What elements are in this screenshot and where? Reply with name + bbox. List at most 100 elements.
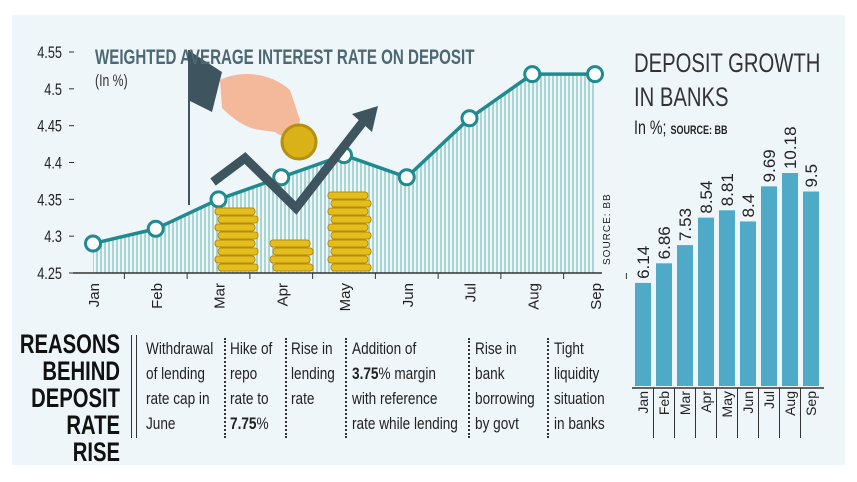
bar-value-label: 8.4 (739, 194, 758, 218)
bar-value-label: 8.54 (697, 181, 716, 214)
y-tick-label: 4.25 (37, 264, 62, 283)
dotted-separator (224, 338, 226, 438)
interest-rate-line-chart: 4.55 4.5 4.45 4.4 4.35 4.3 4.25 Jan Feb Mar Apr May… (37, 43, 627, 312)
y-tick-label: 4.45 (37, 117, 62, 136)
y-tick-label: 4.35 (37, 191, 62, 210)
coin (217, 247, 259, 256)
bar (635, 282, 651, 386)
x-tick-label: Aug (525, 283, 542, 310)
deposit-growth-bar-chart: 6.14 Jan 6.86 Feb 7.53 Mar 8.54 Apr 8.81 May 8.4 Ju… (632, 126, 824, 438)
bar-value-label: 6.86 (655, 226, 674, 259)
reasons-heading: REASONS BEHIND DEPOSIT RATE RISE (19, 329, 120, 467)
decor-illustration (188, 50, 378, 272)
line-chart-unit: (In %) (95, 71, 128, 90)
reason-item: Rise in bank borrowing by govt (475, 339, 535, 433)
dotted-separator (547, 338, 549, 438)
bar (698, 217, 714, 386)
coin (327, 191, 369, 200)
x-tick-label: Aug (782, 391, 798, 416)
bar-chart-subtitle: In %; SOURCE: BB (634, 118, 728, 139)
x-tick-label: Jan (635, 391, 651, 414)
coin (330, 247, 372, 256)
x-tick-label: Jul (463, 283, 480, 302)
data-point (146, 219, 165, 238)
x-tick-label: Mar (677, 391, 693, 415)
coin (217, 231, 259, 240)
bar-value-label: 10.18 (781, 126, 800, 169)
coin (330, 215, 372, 224)
data-point (586, 65, 604, 84)
coin (330, 231, 372, 240)
y-tick-label: 4.4 (44, 154, 62, 173)
coin (214, 255, 256, 264)
bar (719, 210, 735, 386)
dotted-separator (468, 338, 470, 438)
bar-value-label: 9.69 (760, 149, 779, 182)
coin (327, 239, 369, 248)
coin (214, 207, 256, 216)
line-chart-title: WEIGHTED AVERAGE INTEREST RATE ON DEPOSI… (95, 46, 475, 90)
coin (327, 207, 369, 216)
bar-value-label: 7.53 (676, 208, 695, 241)
coin-icon (280, 123, 318, 161)
double-divider (131, 335, 137, 438)
data-point (84, 234, 102, 253)
bar (677, 245, 693, 386)
x-tick-label: Mar (212, 283, 229, 309)
bar (740, 221, 756, 386)
trend-arrow-icon (210, 115, 370, 215)
coin (330, 199, 372, 208)
data-point (209, 190, 228, 209)
y-tick-label: 4.55 (37, 43, 62, 62)
bar-chart-title: DEPOSIT GROWTH IN BANKS (634, 48, 821, 112)
dotted-separator (285, 338, 287, 438)
data-point (272, 168, 291, 187)
coin (327, 255, 369, 264)
x-tick-label: Jun (740, 391, 756, 414)
bar-value-label: 6.14 (634, 246, 653, 279)
reason-item: Rise in lending rate (291, 339, 335, 408)
coin (214, 223, 256, 232)
y-tick-label: 4.5 (44, 80, 62, 99)
x-tick-label: Sep (803, 391, 819, 416)
x-tick-label: Feb (149, 283, 166, 309)
coin (217, 215, 259, 224)
x-tick-label: Apr (698, 391, 714, 413)
coin (330, 263, 372, 272)
bar (656, 263, 672, 386)
hand-icon (220, 74, 300, 136)
bar-value-label: 8.81 (718, 173, 737, 206)
data-point (397, 168, 416, 187)
x-tick-label: Sep (588, 283, 605, 310)
reason-item: Addition of 3.75% margin with reference rat… (352, 339, 458, 433)
coin (214, 239, 256, 248)
source-label: SOURCE: BB (602, 193, 613, 265)
bar (782, 173, 798, 386)
y-tick-label: 4.3 (44, 227, 62, 246)
x-tick-label: Jan (86, 283, 103, 307)
coin (217, 263, 259, 272)
data-point (460, 109, 479, 128)
x-tick-label: Jun (400, 283, 417, 307)
x-tick-label: Apr (274, 283, 291, 306)
bar (761, 186, 777, 386)
coin (272, 263, 314, 272)
bar (803, 191, 819, 386)
coin (269, 255, 311, 264)
x-tick-label: Jul (761, 391, 777, 409)
x-tick-label: Feb (656, 391, 672, 415)
x-tick-label: May (719, 391, 735, 417)
sleeve-icon (188, 50, 222, 112)
reason-item: Tight liquidity situation in banks (554, 339, 605, 433)
x-tick-label: May (337, 283, 354, 312)
reason-item: Withdrawal of lending rate cap in June (146, 339, 214, 433)
data-point (523, 65, 542, 84)
coin (327, 223, 369, 232)
coin-stacks-icon (214, 191, 372, 272)
title-divider (188, 50, 190, 205)
coin (269, 239, 311, 248)
coin (272, 247, 314, 256)
dotted-separator (345, 338, 347, 438)
bar-value-label: 9.5 (802, 164, 821, 188)
